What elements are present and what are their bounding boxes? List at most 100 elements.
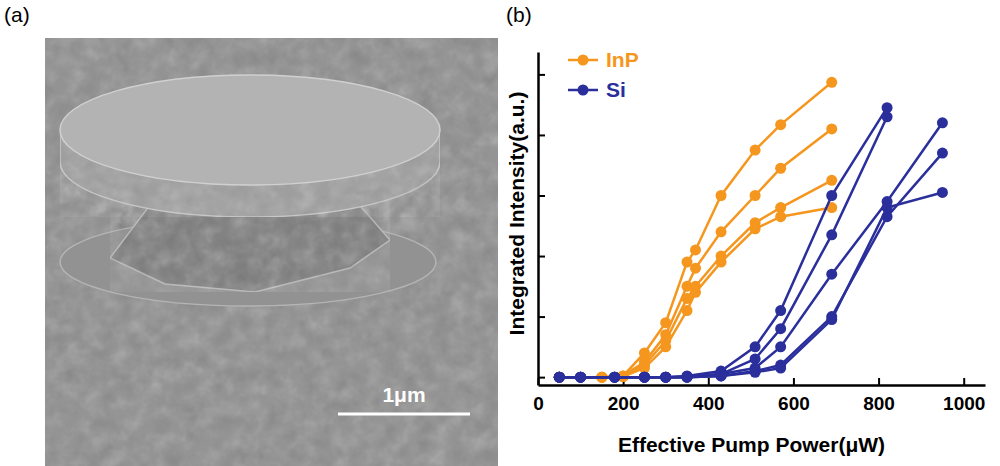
series-line — [559, 192, 942, 377]
y-tick — [538, 195, 545, 196]
series-marker — [609, 372, 620, 383]
x-tick: 400 — [693, 378, 725, 414]
panel-label: (b) — [506, 3, 532, 26]
series-marker — [660, 372, 671, 383]
series-marker — [826, 269, 837, 280]
series-marker — [575, 372, 586, 383]
y-tick-mark — [538, 316, 545, 318]
series-marker — [750, 190, 761, 201]
series-marker — [609, 372, 620, 383]
series-marker — [575, 372, 586, 383]
series-marker — [716, 370, 727, 381]
series-marker — [554, 372, 565, 383]
y-tick-mark — [538, 195, 545, 197]
series-marker — [682, 372, 693, 383]
series-marker — [775, 211, 786, 222]
x-tick: 800 — [863, 378, 895, 414]
x-tick-label: 0 — [533, 393, 544, 414]
series-marker — [639, 372, 650, 383]
series-marker — [826, 229, 837, 240]
legend-marker — [578, 85, 589, 96]
series-marker — [937, 187, 948, 198]
micrograph-background — [45, 38, 498, 466]
series-marker — [660, 372, 671, 383]
y-tick-mark — [538, 256, 545, 258]
series-marker — [826, 77, 837, 88]
series-marker — [690, 263, 701, 274]
series-marker — [682, 372, 693, 383]
x-tick-label: 800 — [863, 393, 895, 414]
scale-bar — [338, 413, 470, 416]
series-marker — [750, 367, 761, 378]
series-marker — [639, 372, 650, 383]
legend-label: Si — [606, 78, 626, 101]
x-tick-mark — [793, 378, 795, 385]
series-marker — [716, 190, 727, 201]
x-axis: 0 200 400 600 800 1000 — [533, 378, 985, 414]
series-marker — [775, 305, 786, 316]
y-tick — [538, 74, 545, 75]
series-marker — [575, 372, 586, 383]
series-marker — [826, 175, 837, 186]
series-line — [559, 117, 887, 377]
figure: (a)(b)1μm02004006008001000Effective Pump… — [0, 0, 1000, 466]
series-marker — [775, 363, 786, 374]
series-marker — [682, 305, 693, 316]
micrograph: 1μm — [45, 38, 498, 466]
x-tick-mark — [708, 378, 710, 385]
series-marker — [575, 372, 586, 383]
series-marker — [937, 117, 948, 128]
series-marker — [554, 372, 565, 383]
y-tick-mark — [538, 134, 545, 136]
plot-area — [554, 77, 948, 383]
series-marker — [609, 372, 620, 383]
series-line — [559, 123, 942, 377]
y-axis-line — [537, 53, 540, 386]
series-marker — [660, 372, 671, 383]
series-line — [559, 153, 942, 377]
x-tick: 200 — [608, 378, 640, 414]
series-marker — [554, 372, 565, 383]
series-marker — [660, 341, 671, 352]
series-marker — [716, 226, 727, 237]
series-marker — [882, 111, 893, 122]
y-tick — [538, 256, 545, 257]
series-marker — [716, 370, 727, 381]
x-axis-title: Effective Pump Power(μW) — [618, 433, 885, 456]
x-tick-mark — [878, 378, 880, 385]
series-marker — [750, 341, 761, 352]
y-tick — [538, 377, 545, 378]
series-marker — [554, 372, 565, 383]
series-line — [559, 208, 831, 378]
series-marker — [682, 372, 693, 383]
series-marker — [826, 314, 837, 325]
series-line — [559, 180, 831, 377]
series-marker — [750, 223, 761, 234]
series-marker — [609, 372, 620, 383]
series-marker — [660, 372, 671, 383]
legend-label: InP — [606, 48, 639, 71]
y-tick-mark — [538, 74, 545, 76]
series-marker — [575, 372, 586, 383]
x-tick-mark — [963, 378, 965, 385]
series-marker — [660, 372, 671, 383]
disk-top — [60, 75, 440, 185]
series-marker — [639, 372, 650, 383]
series-marker — [937, 148, 948, 159]
legend-marker — [578, 55, 589, 66]
legend: InP Si — [568, 48, 639, 101]
series-marker — [690, 287, 701, 298]
x-tick-label: 600 — [778, 393, 810, 414]
series-line — [559, 108, 887, 377]
series-marker — [775, 119, 786, 130]
x-tick: 1000 — [943, 378, 985, 414]
x-axis-line — [539, 384, 986, 387]
series-marker — [639, 372, 650, 383]
y-tick — [538, 317, 545, 318]
series-marker — [639, 372, 650, 383]
x-tick-label: 1000 — [943, 393, 985, 414]
series-line — [559, 129, 831, 377]
series-marker — [609, 372, 620, 383]
scale-bar-label: 1μm — [382, 383, 425, 406]
series-marker — [554, 372, 565, 383]
